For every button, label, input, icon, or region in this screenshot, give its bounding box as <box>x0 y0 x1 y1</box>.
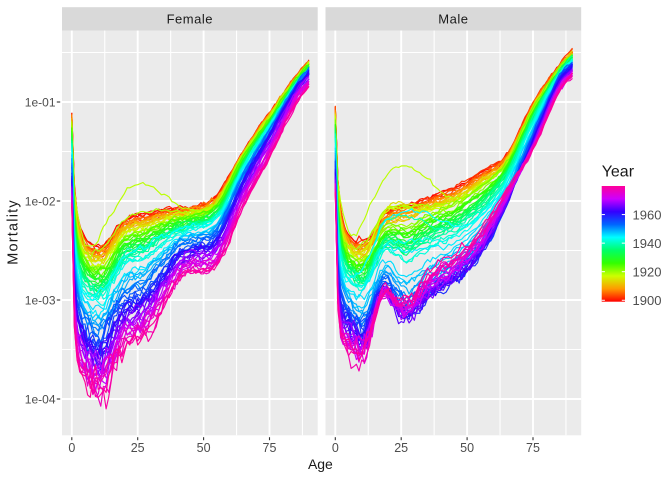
svg-text:1e-02: 1e-02 <box>25 194 56 208</box>
svg-text:1e-03: 1e-03 <box>25 293 56 307</box>
svg-text:Age: Age <box>308 456 333 472</box>
svg-text:1960: 1960 <box>633 207 662 222</box>
svg-text:1940: 1940 <box>633 236 662 251</box>
svg-text:25: 25 <box>131 441 145 455</box>
svg-text:Year: Year <box>602 164 635 181</box>
svg-text:Mortality: Mortality <box>6 199 22 265</box>
svg-text:50: 50 <box>460 441 474 455</box>
svg-text:1920: 1920 <box>633 265 662 280</box>
svg-text:1e-01: 1e-01 <box>25 95 56 109</box>
svg-text:25: 25 <box>394 441 408 455</box>
svg-text:50: 50 <box>197 441 211 455</box>
svg-text:Female: Female <box>167 11 213 26</box>
svg-text:75: 75 <box>526 441 540 455</box>
svg-text:Male: Male <box>438 11 468 26</box>
svg-text:1900: 1900 <box>633 293 662 308</box>
svg-text:0: 0 <box>332 441 339 455</box>
svg-text:0: 0 <box>68 441 75 455</box>
svg-text:75: 75 <box>263 441 277 455</box>
svg-text:1e-04: 1e-04 <box>25 392 56 406</box>
